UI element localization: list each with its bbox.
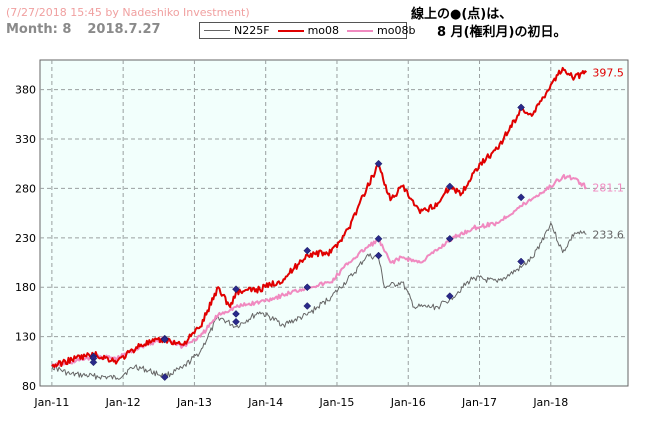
legend-item-mo08b: mo08b [347,24,415,37]
y-tick-label: 180 [15,281,36,294]
chart-legend: N225F mo08 mo08b [199,22,415,39]
marker-mo08b [232,310,240,318]
month-date-line: Month: 8 2018.7.27 [6,22,177,37]
marker-n225f [232,317,240,326]
y-tick-label: 230 [15,232,36,245]
series-line-mo08b [51,173,588,369]
y-tick-label: 130 [15,331,36,344]
end-label-mo08: 397.5 [592,66,624,79]
x-tick-label: Jan-15 [319,396,355,409]
marker-mo08 [445,182,454,191]
marker-mo08b [445,234,454,243]
marker-mo08 [303,246,312,255]
month-label: Month: 8 [6,22,72,37]
marker-mo08 [374,159,383,168]
legend-swatch-mo08 [277,29,304,32]
annotation-note: 線上の●(点)は、 8 月(権利月)の初日。 [411,6,566,42]
marker-mo08 [232,285,240,294]
note-line-2: 8 月(権利月)の初日。 [437,25,567,40]
x-tick-label: Jan-14 [247,396,283,409]
marker-n225f [160,373,169,381]
x-tick-label: Jan-16 [390,396,426,409]
date-label: 2018.7.27 [87,22,161,37]
series-line-mo08 [51,66,588,368]
marker-mo08b [374,234,383,243]
marker-mo08 [517,103,525,112]
marker-mo08b [303,283,312,292]
legend-label-mo08: mo08 [307,24,340,37]
watermark-text: (7/27/2018 15:45 by Nadeshiko Investment… [6,6,250,19]
marker-n225f [303,302,312,310]
marker-n225f [374,251,383,260]
y-tick-label: 280 [15,182,36,195]
y-tick-label: 80 [22,380,36,393]
marker-mo08b [517,193,525,202]
marker-n225f [89,358,98,367]
x-tick-label: Jan-13 [176,396,212,409]
legend-label-n225f: N225F [234,24,270,37]
x-tick-label: Jan-11 [33,396,69,409]
marker-n225f [445,292,454,300]
y-tick-label: 330 [15,133,36,146]
note-line-1: 線上の●(点)は、 [411,7,513,22]
end-label-n225f: 233.6 [592,228,624,241]
legend-item-n225f: N225F [204,24,270,37]
y-tick-label: 380 [15,84,36,97]
marker-n225f [517,257,525,266]
x-tick-label: Jan-12 [105,396,141,409]
series-line-n225f [51,222,587,380]
legend-swatch-mo08b [347,29,374,32]
legend-swatch-n225f [204,30,230,31]
marker-mo08b [160,335,169,344]
x-tick-label: Jan-18 [532,396,568,409]
legend-label-mo08b: mo08b [377,24,416,37]
x-tick-label: Jan-17 [461,396,497,409]
legend-item-mo08: mo08 [277,24,340,37]
end-label-mo08b: 281.1 [592,181,624,194]
